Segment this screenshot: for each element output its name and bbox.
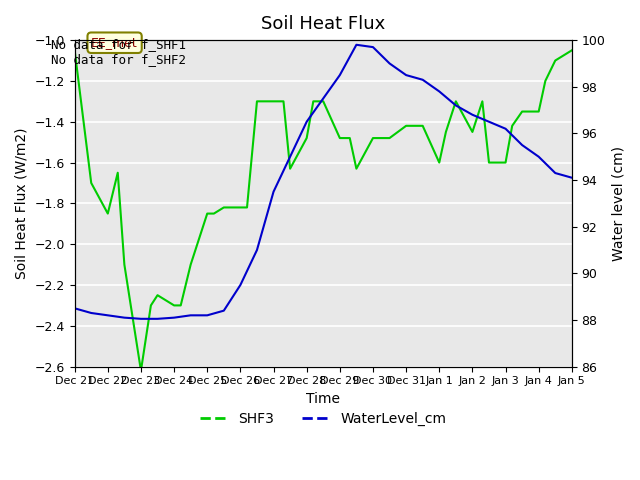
SHF3	[154, 292, 161, 298]
WaterLevel_cm	[253, 247, 260, 253]
WaterLevel_cm	[552, 170, 559, 176]
X-axis label: Time: Time	[307, 392, 340, 406]
WaterLevel_cm	[452, 103, 460, 108]
WaterLevel_cm	[485, 119, 493, 125]
Y-axis label: Soil Heat Flux (W/m2): Soil Heat Flux (W/m2)	[15, 128, 29, 279]
SHF3	[552, 58, 559, 63]
SHF3	[310, 98, 317, 104]
SHF3	[419, 123, 426, 129]
SHF3	[502, 160, 509, 166]
WaterLevel_cm	[419, 77, 426, 83]
SHF3	[346, 135, 354, 141]
SHF3	[518, 108, 526, 114]
SHF3	[220, 204, 228, 210]
SHF3	[412, 123, 420, 129]
SHF3	[177, 302, 184, 308]
SHF3	[369, 135, 377, 141]
SHF3	[541, 78, 549, 84]
SHF3	[137, 368, 145, 373]
WaterLevel_cm	[386, 60, 394, 66]
Line: SHF3: SHF3	[75, 50, 572, 371]
Text: No data for f_SHF1
No data for f_SHF2: No data for f_SHF1 No data for f_SHF2	[51, 38, 186, 66]
Title: Soil Heat Flux: Soil Heat Flux	[261, 15, 385, 33]
WaterLevel_cm	[170, 315, 178, 321]
WaterLevel_cm	[237, 282, 244, 288]
WaterLevel_cm	[502, 126, 509, 132]
SHF3	[376, 135, 383, 141]
SHF3	[386, 135, 394, 141]
Text: EE_met: EE_met	[92, 36, 138, 49]
WaterLevel_cm	[435, 88, 443, 94]
WaterLevel_cm	[319, 96, 327, 101]
SHF3	[303, 135, 310, 141]
WaterLevel_cm	[88, 310, 95, 316]
WaterLevel_cm	[204, 312, 211, 318]
WaterLevel_cm	[154, 316, 161, 322]
Legend: SHF3, WaterLevel_cm: SHF3, WaterLevel_cm	[194, 406, 452, 432]
SHF3	[435, 160, 443, 166]
SHF3	[210, 211, 218, 216]
SHF3	[336, 135, 344, 141]
SHF3	[114, 170, 122, 176]
SHF3	[204, 211, 211, 216]
SHF3	[280, 98, 287, 104]
WaterLevel_cm	[187, 312, 195, 318]
SHF3	[568, 48, 576, 53]
WaterLevel_cm	[137, 316, 145, 322]
SHF3	[442, 129, 450, 135]
SHF3	[253, 98, 260, 104]
SHF3	[170, 302, 178, 308]
WaterLevel_cm	[468, 112, 476, 118]
SHF3	[508, 123, 516, 129]
SHF3	[479, 98, 486, 104]
SHF3	[403, 123, 410, 129]
WaterLevel_cm	[568, 175, 576, 180]
SHF3	[88, 180, 95, 186]
SHF3	[485, 160, 493, 166]
SHF3	[147, 302, 155, 308]
WaterLevel_cm	[220, 308, 228, 313]
WaterLevel_cm	[369, 44, 377, 50]
SHF3	[535, 108, 543, 114]
SHF3	[319, 98, 327, 104]
WaterLevel_cm	[71, 305, 79, 311]
SHF3	[468, 129, 476, 135]
SHF3	[71, 48, 79, 53]
WaterLevel_cm	[518, 142, 526, 148]
Y-axis label: Water level (cm): Water level (cm)	[611, 146, 625, 261]
SHF3	[187, 262, 195, 267]
WaterLevel_cm	[336, 72, 344, 78]
WaterLevel_cm	[269, 189, 277, 194]
WaterLevel_cm	[120, 315, 128, 321]
WaterLevel_cm	[303, 119, 310, 125]
SHF3	[243, 204, 251, 210]
SHF3	[120, 262, 128, 267]
SHF3	[353, 166, 360, 171]
Line: WaterLevel_cm: WaterLevel_cm	[75, 45, 572, 319]
SHF3	[269, 98, 277, 104]
WaterLevel_cm	[104, 312, 111, 318]
WaterLevel_cm	[286, 154, 294, 160]
WaterLevel_cm	[353, 42, 360, 48]
SHF3	[286, 166, 294, 171]
WaterLevel_cm	[403, 72, 410, 78]
WaterLevel_cm	[535, 154, 543, 160]
SHF3	[452, 98, 460, 104]
SHF3	[237, 204, 244, 210]
SHF3	[104, 211, 111, 216]
